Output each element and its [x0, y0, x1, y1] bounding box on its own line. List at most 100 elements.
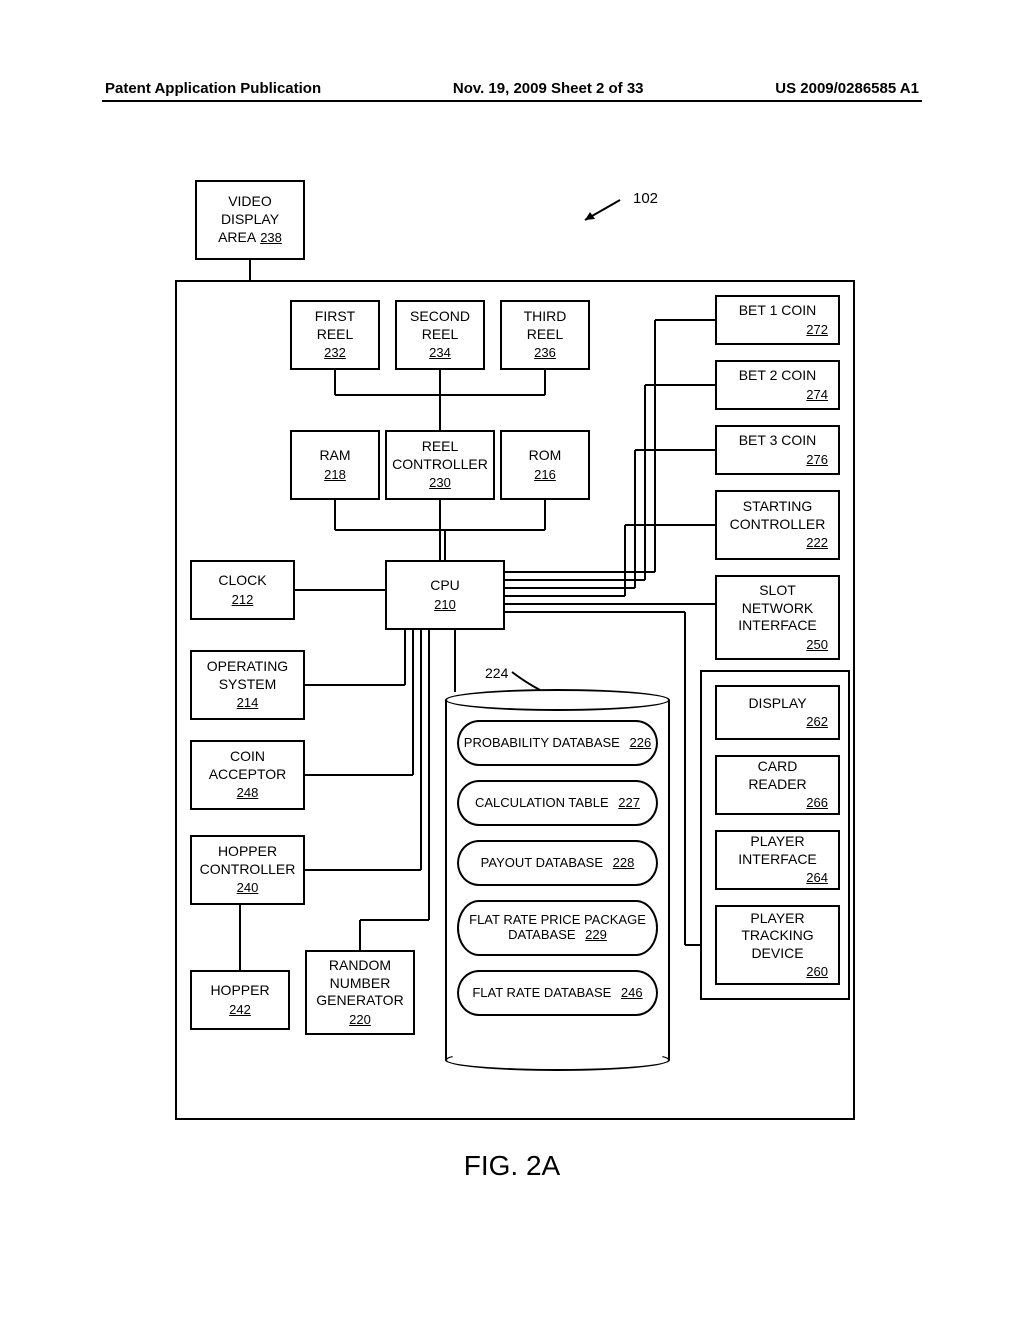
- label: THIRD: [524, 308, 567, 326]
- ref: 274: [806, 387, 828, 403]
- reel-controller-block: REEL CONTROLLER 230: [385, 430, 495, 500]
- db-bottom: [445, 1049, 670, 1071]
- label: ROM: [529, 447, 562, 465]
- label: AREA: [218, 229, 256, 247]
- bet1-block: BET 1 COIN 272: [715, 295, 840, 345]
- cpu-block: CPU 210: [385, 560, 505, 630]
- header-right: US 2009/0286585 A1: [775, 80, 919, 97]
- db-top: [445, 689, 670, 711]
- label: PAYOUT DATABASE: [481, 855, 603, 870]
- ref: 218: [324, 467, 346, 483]
- label: BET 1 COIN: [739, 302, 817, 320]
- page-header: Patent Application Publication Nov. 19, …: [0, 80, 1024, 97]
- label: NUMBER: [330, 975, 391, 993]
- label: COIN: [230, 748, 265, 766]
- label: CLOCK: [218, 572, 266, 590]
- label: REEL: [527, 326, 564, 344]
- ref: 210: [434, 597, 456, 613]
- header-mid: Nov. 19, 2009 Sheet 2 of 33: [453, 80, 644, 97]
- label: REEL: [422, 326, 459, 344]
- ram-block: RAM 218: [290, 430, 380, 500]
- label: REEL: [317, 326, 354, 344]
- label: RANDOM: [329, 957, 391, 975]
- ref: 214: [237, 695, 259, 711]
- ref: 262: [806, 714, 828, 730]
- ref: 236: [534, 345, 556, 361]
- db-row-payout: PAYOUT DATABASE 228: [457, 840, 658, 886]
- label: FIRST: [315, 308, 355, 326]
- label: BET 3 COIN: [739, 432, 817, 450]
- header-rule: [102, 100, 922, 102]
- label: GENERATOR: [316, 992, 403, 1010]
- label: ACCEPTOR: [209, 766, 287, 784]
- diagram: VIDEO DISPLAY AREA 238 102 FIRST REEL 23…: [175, 180, 855, 1120]
- label: OPERATING: [207, 658, 288, 676]
- label: RAM: [319, 447, 350, 465]
- label: DEVICE: [751, 945, 803, 963]
- label: FLAT RATE DATABASE: [472, 985, 611, 1000]
- bet3-block: BET 3 COIN 276: [715, 425, 840, 475]
- bet2-block: BET 2 COIN 274: [715, 360, 840, 410]
- third-reel-block: THIRD REEL 236: [500, 300, 590, 370]
- db-row-probability: PROBABILITY DATABASE 226: [457, 720, 658, 766]
- hopper-controller-block: HOPPER CONTROLLER 240: [190, 835, 305, 905]
- label: SECOND: [410, 308, 470, 326]
- player-tracking-block: PLAYER TRACKING DEVICE 260: [715, 905, 840, 985]
- label: SLOT: [759, 582, 796, 600]
- ref: 232: [324, 345, 346, 361]
- label: HOPPER: [218, 843, 277, 861]
- label: CPU: [430, 577, 460, 595]
- label: BET 2 COIN: [739, 367, 817, 385]
- ref: 250: [806, 637, 828, 653]
- ref: 230: [429, 475, 451, 491]
- page: Patent Application Publication Nov. 19, …: [0, 0, 1024, 1320]
- ref-224-arrow: [510, 670, 550, 695]
- ref: 229: [585, 927, 607, 942]
- ref-224-num: 224: [485, 665, 508, 681]
- video-display-block: VIDEO DISPLAY AREA 238: [195, 180, 305, 260]
- ref: 272: [806, 322, 828, 338]
- coin-acceptor-block: COIN ACCEPTOR 248: [190, 740, 305, 810]
- ref: 264: [806, 870, 828, 886]
- database-cylinder: PROBABILITY DATABASE 226 CALCULATION TAB…: [445, 700, 670, 1060]
- clock-block: CLOCK 212: [190, 560, 295, 620]
- slot-network-block: SLOT NETWORK INTERFACE 250: [715, 575, 840, 660]
- player-interface-block: PLAYER INTERFACE 264: [715, 830, 840, 890]
- first-reel-block: FIRST REEL 232: [290, 300, 380, 370]
- label: CONTROLLER: [730, 516, 826, 534]
- label: CONTROLLER: [392, 456, 488, 474]
- ref: 222: [806, 535, 828, 551]
- label: DISPLAY: [748, 695, 806, 713]
- ref: 248: [237, 785, 259, 801]
- label: HOPPER: [210, 982, 269, 1000]
- ref: 240: [237, 880, 259, 896]
- label: CONTROLLER: [200, 861, 296, 879]
- label: STARTING: [743, 498, 813, 516]
- label: REEL: [422, 438, 459, 456]
- label: INTERFACE: [738, 617, 817, 635]
- label: READER: [748, 776, 806, 794]
- card-reader-block: CARD READER 266: [715, 755, 840, 815]
- ref: 228: [613, 855, 635, 870]
- ref-102: [575, 195, 635, 229]
- ref: 227: [618, 795, 640, 810]
- header-left: Patent Application Publication: [105, 80, 321, 97]
- rng-block: RANDOM NUMBER GENERATOR 220: [305, 950, 415, 1035]
- label: TRACKING: [741, 927, 813, 945]
- display-block: DISPLAY 262: [715, 685, 840, 740]
- label: PLAYER: [750, 833, 804, 851]
- db-row-calculation: CALCULATION TABLE 227: [457, 780, 658, 826]
- ref: 246: [621, 985, 643, 1000]
- hopper-block: HOPPER 242: [190, 970, 290, 1030]
- figure-label: FIG. 2A: [0, 1150, 1024, 1182]
- label: CARD: [758, 758, 798, 776]
- db-row-flat: FLAT RATE DATABASE 246: [457, 970, 658, 1016]
- ref: 226: [629, 735, 651, 750]
- rom-block: ROM 216: [500, 430, 590, 500]
- label: VIDEO: [228, 193, 272, 211]
- starting-controller-block: STARTING CONTROLLER 222: [715, 490, 840, 560]
- db-row-flatpkg: FLAT RATE PRICE PACKAGE DATABASE 229: [457, 900, 658, 956]
- label: INTERFACE: [738, 851, 817, 869]
- label: FLAT RATE PRICE PACKAGE DATABASE: [469, 912, 646, 942]
- ref: 242: [229, 1002, 251, 1018]
